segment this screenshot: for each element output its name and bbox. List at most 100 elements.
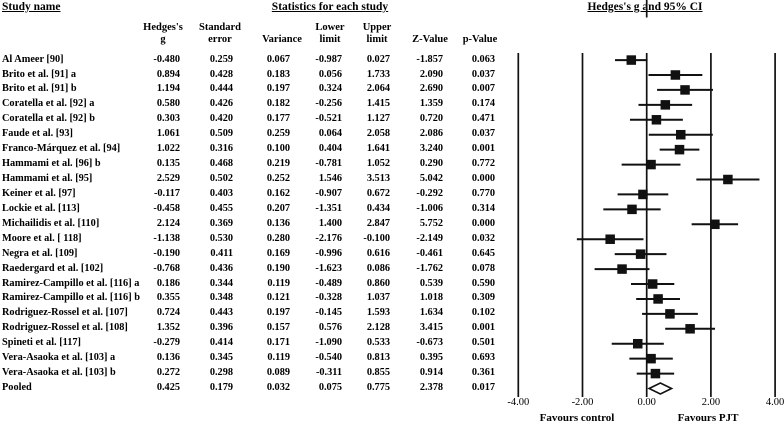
stat-value: 0.121: [266, 292, 290, 304]
stat-value: 1.546: [318, 173, 342, 185]
stat-value: 0.434: [366, 202, 390, 214]
effect-size-marker: [627, 204, 637, 215]
stat-value: 0.219: [266, 158, 290, 170]
table-row: Pooled 0.425 0.179 0.032 0.075 0.775 2.378 0.01…: [0, 381, 510, 396]
stat-value: 0.502: [209, 173, 233, 185]
study-name: Vera-Asaoka et al. [103] b: [2, 367, 116, 379]
table-row: Coratella et al. [92] b 0.303 0.420 0.177 -0…: [0, 112, 510, 127]
stat-value: -0.540: [315, 352, 342, 364]
stat-value: 0.770: [471, 187, 495, 199]
stat-value: 0.720: [419, 113, 443, 125]
stat-value: 0.100: [266, 143, 290, 155]
stat-value: 3.240: [419, 143, 443, 155]
ci-plot-header: Hedges's g and 95% CI: [587, 1, 703, 13]
stat-value: 1.593: [366, 307, 390, 319]
stat-value: 0.000: [471, 173, 495, 185]
table-row: Ramirez-Campillo et al. [116] b 0.355 0.34…: [0, 291, 510, 306]
effect-size-marker: [605, 234, 615, 244]
stat-value: 0.056: [318, 68, 342, 80]
stat-value: 0.539: [419, 277, 443, 289]
stat-value: 0.089: [266, 367, 290, 379]
stat-value: 0.119: [267, 352, 290, 364]
stat-value: -2.149: [416, 232, 443, 244]
stat-value: 0.303: [156, 113, 180, 125]
study-name: Al Ameer [90]: [2, 53, 64, 65]
table-row: Vera-Asaoka et al. [103] b 0.272 0.298 0.08…: [0, 366, 510, 381]
column-header: p-Value: [462, 34, 498, 45]
stat-value: 0.174: [471, 98, 495, 110]
stat-value: -0.489: [315, 277, 342, 289]
stat-value: 0.860: [366, 277, 390, 289]
favours-pjt-label: Favours PJT: [677, 412, 739, 424]
table-row: Rodriguez-Rossel et al. [107] 0.724 0.443 0…: [0, 306, 510, 321]
stat-value: 2.529: [156, 173, 180, 185]
stat-value: 0.102: [471, 307, 495, 319]
stat-value: 0.259: [209, 53, 233, 65]
stat-value: -1.762: [416, 262, 443, 274]
column-header: Hedges's g: [143, 22, 183, 45]
stat-value: -0.190: [153, 247, 180, 259]
study-name: Pooled: [2, 382, 32, 394]
stat-value: 1.359: [419, 98, 443, 110]
effect-size-marker: [680, 85, 690, 95]
stat-value: 1.415: [366, 98, 390, 110]
stat-value: -1.857: [416, 53, 443, 65]
stat-value: 0.468: [209, 158, 233, 170]
stat-value: 0.724: [156, 307, 180, 319]
stat-value: 0.037: [471, 68, 495, 80]
stat-value: 1.052: [366, 158, 390, 170]
column-header: Standard error: [198, 22, 241, 45]
stat-value: -2.176: [315, 232, 342, 244]
stat-value: 0.420: [209, 113, 233, 125]
stat-value: 0.355: [156, 292, 180, 304]
stat-value: 1.352: [156, 322, 180, 334]
effect-size-marker: [638, 189, 648, 200]
stat-value: -1.090: [315, 337, 342, 349]
stat-value: 0.032: [266, 382, 290, 394]
stat-value: 0.426: [209, 98, 233, 110]
x-axis-tick-label: -2.00: [571, 397, 594, 408]
stat-value: 1.061: [156, 128, 180, 140]
stat-value: 0.075: [318, 382, 342, 394]
stat-value: 0.007: [471, 83, 495, 95]
study-name-header: Study name: [2, 1, 61, 13]
stat-value: 0.001: [471, 322, 495, 334]
favours-control-label: Favours control: [539, 412, 615, 424]
stat-value: 1.634: [419, 307, 443, 319]
effect-size-marker: [632, 338, 643, 349]
table-row: Ramirez-Campillo et al. [116] a 0.186 0.34…: [0, 277, 510, 292]
effect-size-marker: [660, 100, 671, 110]
stat-value: 2.847: [366, 217, 390, 229]
stat-value: 0.000: [471, 217, 495, 229]
effect-size-marker: [723, 174, 733, 185]
study-name: Rodriguez-Rossel et al. [107]: [2, 307, 128, 319]
table-row: Brito et al. [91] a 0.894 0.428 0.183 0.056 1…: [0, 68, 510, 83]
stat-value: 2.378: [419, 382, 443, 394]
table-row: Spineti et al. [117] -0.279 0.414 0.171 -1.0…: [0, 336, 510, 351]
stat-value: 0.345: [209, 352, 233, 364]
stat-value: 0.414: [209, 337, 233, 349]
study-name: Faude et al. [93]: [2, 128, 73, 140]
stat-value: 3.415: [419, 322, 443, 334]
stat-value: 1.018: [419, 292, 443, 304]
study-name: Hammami et al. [95]: [2, 173, 93, 185]
stat-value: 2.090: [419, 68, 443, 80]
stat-value: -0.781: [315, 158, 342, 170]
stat-value: 1.733: [366, 68, 390, 80]
stat-value: 0.444: [209, 83, 233, 95]
effect-size-marker: [646, 353, 656, 364]
stat-value: 1.127: [366, 113, 390, 125]
stat-value: -0.480: [153, 53, 180, 65]
stat-value: 0.348: [209, 292, 233, 304]
effect-size-marker: [670, 70, 681, 80]
x-axis-tick-label: 2.00: [701, 397, 721, 408]
x-axis-tick-label: 4.00: [765, 397, 784, 408]
stat-value: -0.673: [416, 337, 443, 349]
effect-size-marker: [647, 279, 658, 289]
study-name: Coratella et al. [92] b: [2, 113, 95, 125]
effect-size-marker: [676, 129, 686, 140]
stat-value: 0.179: [209, 382, 233, 394]
stat-value: 0.135: [156, 158, 180, 170]
study-name: Lockie et al. [113]: [2, 202, 80, 214]
